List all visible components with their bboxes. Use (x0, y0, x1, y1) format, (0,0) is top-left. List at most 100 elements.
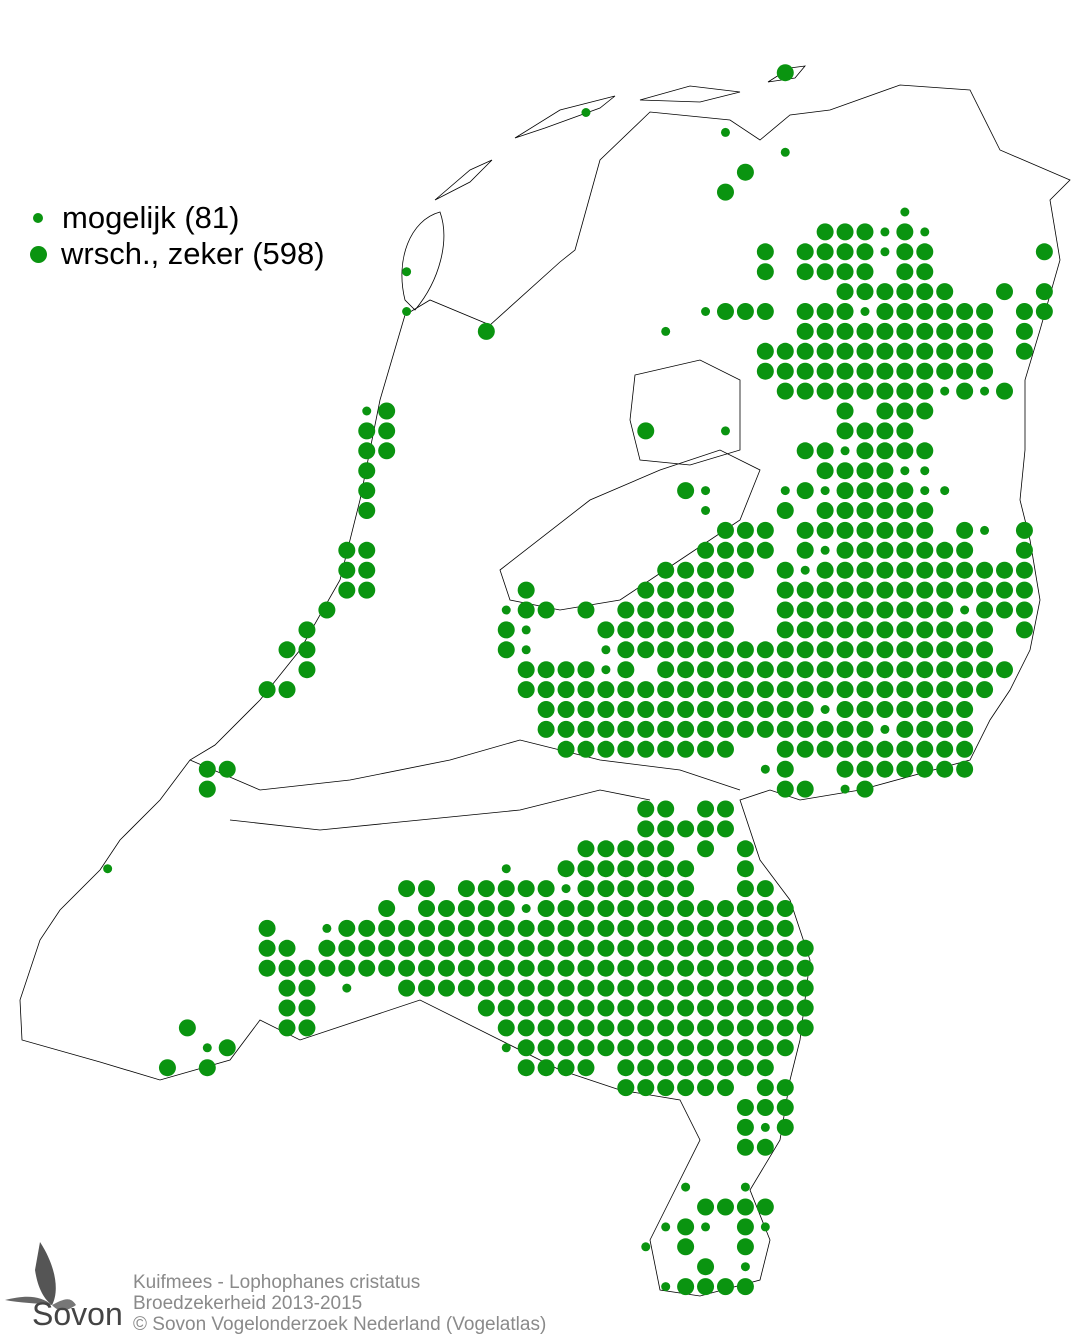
large-dot (876, 760, 894, 778)
large-dot (756, 1059, 774, 1077)
large-dot (577, 900, 595, 917)
large-dot (816, 462, 834, 480)
large-dot (856, 442, 874, 460)
large-dot (896, 362, 914, 380)
large-dot (736, 880, 754, 898)
large-dot (876, 701, 894, 718)
large-dot (876, 322, 894, 340)
large-dot (437, 919, 455, 937)
large-dot (756, 362, 774, 380)
large-dot (298, 999, 316, 1017)
large-dot (776, 701, 794, 718)
large-dot (836, 462, 854, 480)
large-dot (756, 880, 774, 898)
large-dot (756, 303, 774, 320)
large-dot (936, 561, 954, 579)
small-dot (740, 1262, 750, 1272)
large-dot (796, 959, 814, 977)
large-dot (677, 641, 695, 659)
large-dot (796, 999, 814, 1017)
large-dot (637, 860, 655, 878)
large-dot (896, 442, 914, 460)
large-dot (637, 641, 655, 659)
large-dot (736, 1059, 754, 1077)
large-dot (876, 521, 894, 539)
vlieland-outline (434, 159, 493, 201)
large-dot (736, 303, 754, 320)
large-dot (916, 661, 934, 679)
large-dot (1015, 581, 1033, 599)
large-dot (736, 939, 754, 957)
large-dot (756, 1019, 774, 1037)
large-dot (617, 919, 635, 937)
large-dot (976, 681, 994, 699)
large-dot (597, 939, 615, 957)
large-dot (338, 581, 356, 599)
large-dot (836, 720, 854, 738)
large-dot (517, 1059, 535, 1077)
large-dot (856, 681, 874, 699)
large-dot (477, 979, 495, 997)
large-dot (796, 342, 814, 360)
large-dot (278, 999, 296, 1017)
large-dot (198, 1059, 216, 1077)
large-dot (796, 979, 814, 997)
large-dot (637, 1019, 655, 1037)
large-dot (876, 402, 894, 420)
large-dot (577, 1059, 595, 1077)
large-dot (597, 720, 615, 738)
large-dot (776, 382, 794, 400)
large-dot (597, 860, 615, 878)
large-dot (637, 621, 655, 639)
large-dot (697, 1079, 715, 1097)
large-dot (956, 541, 974, 559)
large-dot (976, 641, 994, 659)
large-dot (537, 919, 555, 937)
large-dot (816, 601, 834, 619)
large-dot (537, 959, 555, 977)
large-dot (358, 919, 376, 937)
large-dot (398, 979, 416, 997)
large-dot (716, 561, 734, 579)
large-dot (836, 521, 854, 539)
large-dot (657, 820, 675, 838)
large-dot (756, 1099, 774, 1116)
small-dot (860, 307, 870, 316)
large-dot (716, 900, 734, 917)
large-dot (537, 681, 555, 699)
large-dot (856, 502, 874, 519)
large-dot (996, 561, 1013, 579)
large-dot (756, 919, 774, 937)
large-dot (557, 661, 575, 679)
large-dot (836, 362, 854, 380)
large-dot (736, 1238, 754, 1256)
large-dot (896, 382, 914, 400)
large-dot (856, 621, 874, 639)
large-dot (617, 880, 635, 898)
large-dot (677, 1079, 695, 1097)
large-dot (776, 979, 794, 997)
large-dot (577, 880, 595, 898)
small-dot (501, 1043, 511, 1053)
large-dot (956, 342, 974, 360)
large-dot (677, 1238, 695, 1256)
large-dot (677, 1019, 695, 1037)
small-dot (980, 386, 990, 396)
large-dot (856, 482, 874, 500)
large-dot (437, 959, 455, 977)
small-dot (940, 386, 950, 396)
small-dot (362, 406, 372, 416)
large-dot (716, 521, 734, 539)
large-dot (736, 1099, 754, 1116)
large-dot (637, 681, 655, 699)
large-dot (637, 840, 655, 858)
large-dot (358, 482, 376, 500)
large-dot (776, 1099, 794, 1116)
large-dot (896, 581, 914, 599)
large-dot (358, 959, 376, 977)
small-dot (701, 1222, 711, 1232)
legend: mogelijk (81) wrsch., zeker (598) (28, 200, 325, 272)
large-dot (398, 939, 416, 957)
large-dot (517, 1019, 535, 1037)
large-dot (916, 342, 934, 360)
